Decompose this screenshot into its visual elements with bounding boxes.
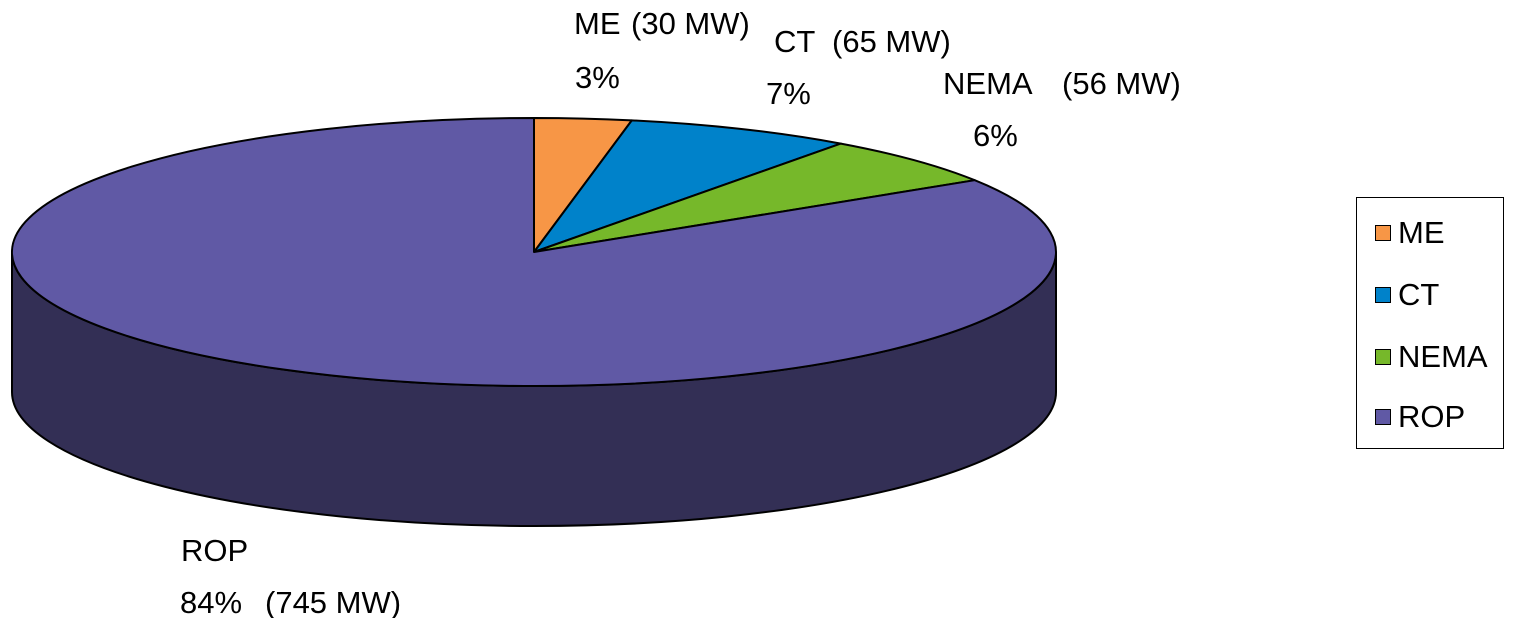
label-me-name: ME xyxy=(574,6,621,41)
pie-slice-ct xyxy=(533,119,842,253)
pie-chart: ME (30 MW) 3% CT (65 MW) 7% NEMA (56 MW)… xyxy=(11,6,1181,618)
pie-top-slices xyxy=(11,116,1057,387)
legend-item-me: ME xyxy=(1375,213,1445,253)
label-me-mw: (30 MW) xyxy=(631,6,750,41)
legend-item-ct: CT xyxy=(1375,275,1439,315)
legend-swatch-rop xyxy=(1375,409,1391,425)
pie-data-labels: ME (30 MW) 3% CT (65 MW) 7% NEMA (56 MW)… xyxy=(180,6,1181,618)
legend-swatch-nema xyxy=(1375,349,1391,365)
label-me-pct: 3% xyxy=(575,60,620,95)
pie-slice-rop xyxy=(11,117,1057,387)
label-rop-name: ROP xyxy=(181,533,248,568)
legend-swatch-me xyxy=(1375,225,1391,241)
label-ct-name: CT xyxy=(774,24,815,59)
legend-label-rop: ROP xyxy=(1398,399,1466,434)
legend-item-rop: ROP xyxy=(1375,397,1465,437)
legend-swatch-ct xyxy=(1375,287,1391,303)
label-rop-mw: (745 MW) xyxy=(265,585,401,618)
legend-item-nema: NEMA xyxy=(1375,337,1488,377)
legend-label-ct: CT xyxy=(1398,277,1440,312)
label-nema-mw: (56 MW) xyxy=(1062,66,1181,101)
label-ct-mw: (65 MW) xyxy=(832,24,951,59)
chart-legend: ME CT NEMA ROP xyxy=(1356,197,1504,449)
label-rop-pct: 84% xyxy=(180,585,242,618)
legend-label-nema: NEMA xyxy=(1398,339,1488,374)
label-ct-pct: 7% xyxy=(766,76,811,111)
pie-slice-nema xyxy=(533,142,976,253)
label-nema-name: NEMA xyxy=(943,66,1033,101)
label-nema-pct: 6% xyxy=(973,118,1018,153)
legend-label-me: ME xyxy=(1398,215,1445,250)
